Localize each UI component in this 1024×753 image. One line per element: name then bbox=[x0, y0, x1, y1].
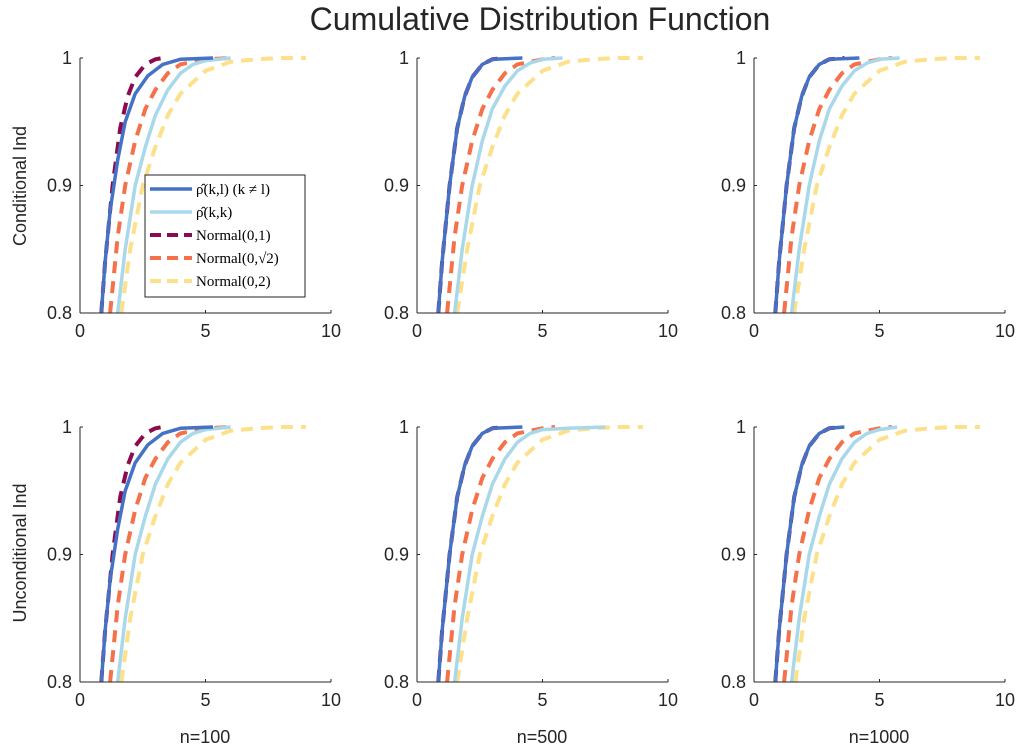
x-tick-label: 10 bbox=[995, 690, 1015, 710]
x-tick-label: 5 bbox=[200, 690, 210, 710]
col-label-n100: n=100 bbox=[180, 727, 231, 747]
legend-entry-1: ρ̂(k,k) bbox=[196, 205, 232, 221]
subplot-2: 0 5 10 0.8 0.9 1 bbox=[721, 48, 1015, 341]
row-label-unconditional: Unconditional Ind bbox=[10, 483, 30, 622]
series-line-k-k bbox=[789, 425, 898, 683]
y-tick-label: 0.9 bbox=[47, 176, 72, 196]
legend-entry-2: Normal(0,1) bbox=[196, 228, 271, 244]
subplot-3-lines bbox=[99, 425, 306, 683]
legend: ρ̂(k,l) (k ≠ l) ρ̂(k,k) Normal(0,1) Normal(… bbox=[144, 174, 306, 298]
subplot-grid: 0 5 100.80.910 5 100.80.910 5 100.80.910 5 100.8… bbox=[47, 48, 1015, 710]
y-tick-label: 0.9 bbox=[721, 176, 746, 196]
y-tick-label: 0.8 bbox=[384, 303, 409, 323]
y-tick-label: 1 bbox=[62, 48, 72, 68]
series-line-k-k bbox=[452, 425, 606, 683]
figure-title: Cumulative Distribution Function bbox=[310, 1, 771, 37]
series-line-normal-0-2 bbox=[782, 425, 893, 683]
series-line-normal-0-2 bbox=[455, 56, 643, 314]
series-line-k-k bbox=[115, 56, 231, 314]
series-line-normal-0-2 bbox=[445, 425, 556, 683]
x-tick-label: 0 bbox=[749, 321, 759, 341]
subplot-4: 0 5 10 0.8 0.9 1 bbox=[384, 417, 678, 710]
subplot-2-lines bbox=[773, 56, 980, 314]
subplot-1-lines bbox=[436, 56, 643, 314]
series-line-normal-0-1 bbox=[99, 56, 164, 314]
series-line-normal-0-2 bbox=[455, 425, 643, 683]
series-line-k-l-k-l bbox=[99, 56, 214, 314]
x-tick-label: 10 bbox=[658, 321, 678, 341]
y-tick-label: 1 bbox=[736, 417, 746, 437]
y-tick-label: 1 bbox=[399, 417, 409, 437]
y-tick-label: 1 bbox=[399, 48, 409, 68]
series-line-k-l-k-l bbox=[436, 425, 523, 683]
series-line-normal-0-1 bbox=[99, 425, 164, 683]
row-label-conditional: Conditional Ind bbox=[10, 126, 30, 246]
subplot-0: 0 5 10 0.8 0.9 1 bbox=[47, 48, 341, 341]
col-label-n500: n=500 bbox=[517, 727, 568, 747]
y-tick-label: 0.8 bbox=[721, 303, 746, 323]
y-tick-label: 0.9 bbox=[384, 176, 409, 196]
x-tick-label: 0 bbox=[75, 690, 85, 710]
subplot-5: 0 5 10 0.8 0.9 1 bbox=[721, 417, 1015, 710]
series-line-normal-0-2 bbox=[792, 56, 980, 314]
x-tick-label: 0 bbox=[75, 321, 85, 341]
series-line-normal-0-2 bbox=[793, 425, 980, 683]
legend-entry-4: Normal(0,2) bbox=[196, 274, 271, 290]
y-tick-label: 0.8 bbox=[47, 672, 72, 692]
x-tick-label: 0 bbox=[749, 690, 759, 710]
x-tick-label: 0 bbox=[412, 321, 422, 341]
subplot-1: 0 5 10 0.8 0.9 1 bbox=[384, 48, 678, 341]
y-tick-label: 0.9 bbox=[384, 545, 409, 565]
x-tick-label: 5 bbox=[874, 321, 884, 341]
subplot-0-lines bbox=[99, 56, 306, 314]
series-line-normal-0-2 bbox=[119, 56, 306, 314]
x-tick-label: 10 bbox=[321, 690, 341, 710]
x-tick-label: 10 bbox=[658, 690, 678, 710]
series-line-normal-0-2 bbox=[119, 425, 306, 683]
subplot-4-lines bbox=[436, 425, 643, 683]
series-line-k-l-k-l bbox=[436, 56, 523, 314]
x-tick-label: 5 bbox=[537, 690, 547, 710]
y-tick-label: 1 bbox=[62, 417, 72, 437]
series-line-normal-0-2 bbox=[108, 56, 231, 314]
series-line-k-k bbox=[115, 425, 231, 683]
y-tick-label: 0.8 bbox=[721, 672, 746, 692]
legend-entry-3: Normal(0,√2) bbox=[196, 251, 279, 267]
col-label-n1000: n=1000 bbox=[849, 727, 910, 747]
series-line-normal-0-2 bbox=[445, 56, 556, 314]
legend-entry-0: ρ̂(k,l) (k ≠ l) bbox=[196, 182, 270, 198]
series-line-k-l-k-l bbox=[773, 425, 845, 683]
series-line-k-l-k-l bbox=[773, 56, 860, 314]
series-line-normal-0-2 bbox=[782, 56, 893, 314]
subplot-3: 0 5 10 0.8 0.9 1 bbox=[47, 417, 341, 710]
y-tick-label: 0.9 bbox=[47, 545, 72, 565]
y-tick-label: 0.8 bbox=[384, 672, 409, 692]
y-tick-label: 1 bbox=[736, 48, 746, 68]
x-tick-label: 5 bbox=[200, 321, 210, 341]
series-line-k-k bbox=[789, 56, 900, 314]
series-line-k-l-k-l bbox=[99, 425, 214, 683]
x-tick-label: 10 bbox=[321, 321, 341, 341]
x-tick-label: 5 bbox=[537, 321, 547, 341]
x-tick-label: 10 bbox=[995, 321, 1015, 341]
y-tick-label: 0.9 bbox=[721, 545, 746, 565]
series-line-normal-0-2 bbox=[108, 425, 231, 683]
x-tick-label: 0 bbox=[412, 690, 422, 710]
y-tick-label: 0.8 bbox=[47, 303, 72, 323]
x-tick-label: 5 bbox=[874, 690, 884, 710]
subplot-5-lines bbox=[773, 425, 980, 683]
series-line-k-k bbox=[452, 56, 563, 314]
